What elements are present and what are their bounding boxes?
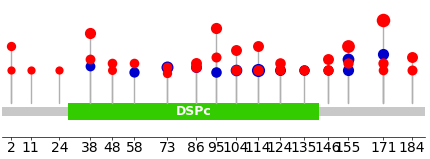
Point xyxy=(164,66,171,68)
Point xyxy=(87,64,94,67)
Point xyxy=(87,58,94,60)
Point xyxy=(408,68,415,71)
Point xyxy=(380,53,387,55)
Point xyxy=(301,68,307,71)
Point xyxy=(109,62,116,64)
Point xyxy=(87,32,94,35)
Point xyxy=(325,58,332,60)
Point xyxy=(193,66,200,68)
Point xyxy=(232,68,239,71)
Text: DSPc: DSPc xyxy=(176,105,212,118)
Point xyxy=(56,68,63,71)
Point xyxy=(325,68,332,71)
FancyBboxPatch shape xyxy=(68,103,319,120)
Point xyxy=(380,62,387,64)
Point xyxy=(193,62,200,64)
Point xyxy=(254,45,261,48)
Point xyxy=(164,72,171,75)
Point xyxy=(193,66,200,68)
Point xyxy=(325,68,332,71)
Point xyxy=(109,68,116,71)
FancyBboxPatch shape xyxy=(2,107,425,116)
Point xyxy=(254,68,261,71)
Point xyxy=(232,49,239,51)
Point xyxy=(344,68,351,71)
Point xyxy=(276,62,283,64)
Point xyxy=(380,68,387,71)
Point xyxy=(276,68,283,71)
Point xyxy=(344,58,351,60)
Point xyxy=(212,71,219,73)
Point xyxy=(212,27,219,29)
Point xyxy=(131,71,138,73)
Point xyxy=(408,55,415,58)
Point xyxy=(254,68,261,71)
Point xyxy=(344,62,351,64)
Point xyxy=(344,45,351,48)
Point xyxy=(27,68,34,71)
Point xyxy=(301,68,307,71)
Point xyxy=(232,68,239,71)
Point xyxy=(7,68,14,71)
Point xyxy=(380,19,387,21)
Point xyxy=(7,45,14,48)
Point xyxy=(212,55,219,58)
Point xyxy=(131,62,138,64)
Point xyxy=(164,66,171,68)
Point xyxy=(276,68,283,71)
